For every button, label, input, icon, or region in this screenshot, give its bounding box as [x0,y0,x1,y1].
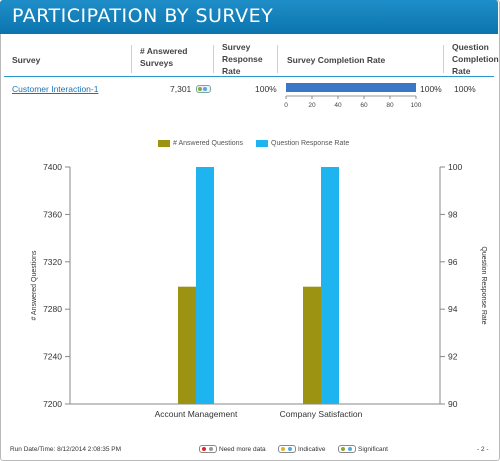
completion-tick-label: 40 [334,102,342,109]
bar-question-response-rate [321,167,339,404]
completion-axis-ticks [285,96,417,99]
bar-question-response-rate [196,167,214,404]
answered-surveys-value: 7,301 [170,84,192,94]
page-number: - 2 - [477,446,489,453]
col-survey-header: Survey [12,55,41,65]
report-title: PARTICIPATION BY SURVEY [12,5,274,27]
bar-answered-questions [178,286,196,404]
completion-tick-label: 20 [308,102,316,109]
response-rate-value: 100% [255,84,277,94]
indicative-icon [278,445,296,453]
completion-tick-label: 0 [284,102,288,109]
right-axis-title: Question Response Rate [480,246,487,324]
legend-swatch-answered-questions [158,140,170,147]
completion-tick-label: 80 [386,102,394,109]
legend-label-answered-questions: # Answered Questions [173,140,244,147]
left-axis-tick-label: 7280 [43,304,62,314]
indicative-label: Indicative [298,446,326,453]
significant-icon [338,445,356,453]
right-axis-tick-label: 90 [448,399,458,409]
left-axis-tick-label: 7360 [43,209,62,219]
run-date-text: Run Date/Time: 8/12/2014 2:08:35 PM [10,446,122,453]
completion-rate-label: 100% [420,84,442,94]
legend-label-question-response-rate: Question Response Rate [271,140,350,147]
x-category-label: Account Management [155,409,238,419]
completion-tick-label: 100 [410,102,422,109]
completion-rate-bar-chart [285,83,417,99]
left-axis-tick-label: 7240 [43,352,62,362]
report-header: PARTICIPATION BY SURVEY [0,0,498,34]
significant-label: Significant [358,446,388,453]
participation-bar-chart: 7200 7240 7280 7320 7360 7400 90 92 94 96 98 100 # A… [31,162,487,419]
question-completion-value: 100% [454,84,476,94]
left-axis-tick-label: 7400 [43,162,62,172]
left-axis-tick-label: 7320 [43,257,62,267]
col-response-rate-header: Survey Response Rate [222,42,263,76]
bar-answered-questions [303,286,321,404]
col-completion-rate-header: Survey Completion Rate [287,55,386,65]
right-axis-tick-label: 98 [448,209,458,219]
col-answered-header: # Answered Surveys [140,46,188,68]
legend-swatch-question-response-rate [256,140,268,147]
right-axis-tick-label: 92 [448,352,458,362]
x-category-label: Company Satisfaction [280,409,363,419]
column-divider [213,45,214,73]
right-axis-tick-label: 96 [448,257,458,267]
column-divider [443,45,444,73]
survey-link[interactable]: Customer Interaction-1 [12,84,99,94]
col-question-completion-header: Question Completion Rate [452,42,499,76]
column-divider [131,45,132,73]
left-axis-tick-label: 7200 [43,399,62,409]
completion-rate-bar [286,83,416,92]
column-divider [277,45,278,73]
right-axis-tick-label: 94 [448,304,458,314]
need-more-data-label: Need more data [219,446,266,453]
completion-tick-label: 60 [360,102,368,109]
need-more-data-icon [199,445,217,453]
significance-indicator-icon [196,85,211,93]
left-axis-title: # Answered Questions [31,250,38,321]
right-axis-tick-label: 100 [448,162,462,172]
table-header-divider [4,76,494,77]
